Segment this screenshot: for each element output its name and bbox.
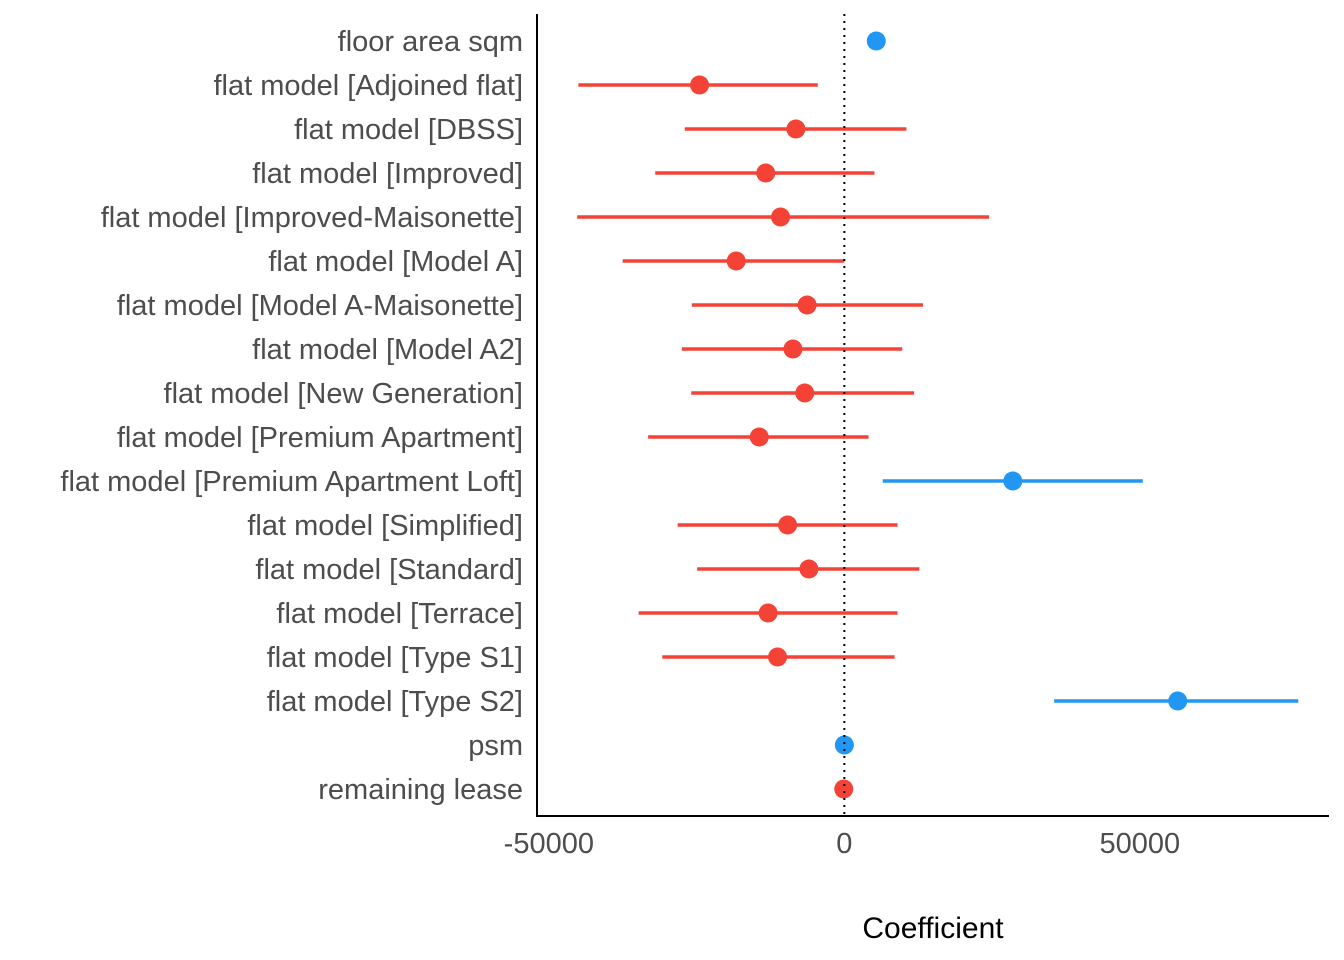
y-axis-label: flat model [New Generation] xyxy=(164,378,523,410)
x-axis-title: Coefficient xyxy=(862,912,1004,945)
estimate-point xyxy=(1003,471,1023,491)
y-axis-label: flat model [Type S1] xyxy=(267,642,523,674)
estimate-point xyxy=(749,427,769,447)
estimate-point xyxy=(799,559,819,579)
estimate-point xyxy=(726,251,746,271)
y-axis-label: flat model [Standard] xyxy=(255,554,523,586)
y-axis-label: flat model [DBSS] xyxy=(294,114,523,146)
y-axis-label: flat model [Simplified] xyxy=(247,510,523,542)
estimate-point xyxy=(758,603,778,623)
x-tick-label: 50000 xyxy=(1100,828,1181,860)
y-axis-label: floor area sqm xyxy=(338,26,523,58)
y-axis-label: flat model [Model A-Maisonette] xyxy=(117,290,523,322)
y-axis-label: flat model [Premium Apartment] xyxy=(117,422,523,454)
y-axis-label: psm xyxy=(468,730,523,762)
y-axis-label: flat model [Improved] xyxy=(252,158,523,190)
y-axis-label: flat model [Model A2] xyxy=(252,334,523,366)
estimate-point xyxy=(1168,691,1188,711)
y-axis-label: flat model [Model A] xyxy=(268,246,523,278)
estimate-point xyxy=(783,339,803,359)
x-tick-label: -50000 xyxy=(504,828,594,860)
y-axis-label: remaining lease xyxy=(318,774,523,806)
estimate-point xyxy=(834,735,854,755)
estimate-point xyxy=(786,119,806,139)
estimate-point xyxy=(768,647,788,667)
estimate-point xyxy=(690,75,710,95)
estimate-point xyxy=(834,779,854,799)
y-axis-label: flat model [Adjoined flat] xyxy=(213,70,523,102)
estimate-point xyxy=(771,207,791,227)
estimate-point xyxy=(795,383,815,403)
y-axis-label: flat model [Type S2] xyxy=(267,686,523,718)
estimate-point xyxy=(866,31,886,51)
y-axis-label: flat model [Improved-Maisonette] xyxy=(101,202,523,234)
y-axis-labels: floor area sqm flat model [Adjoined flat]… xyxy=(60,26,523,806)
y-axis-label: flat model [Terrace] xyxy=(276,598,523,630)
y-axis-label: flat model [Premium Apartment Loft] xyxy=(60,466,523,498)
plot-area xyxy=(577,31,1299,799)
estimate-point xyxy=(778,515,798,535)
estimate-point xyxy=(797,295,817,315)
x-axis-ticks: -50000 0 50000 xyxy=(504,828,1181,860)
x-tick-label: 0 xyxy=(836,828,852,860)
estimate-point xyxy=(756,163,776,183)
